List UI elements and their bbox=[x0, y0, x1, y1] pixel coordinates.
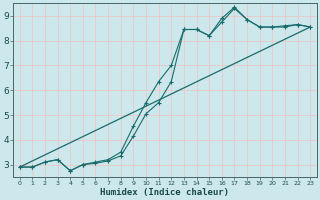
X-axis label: Humidex (Indice chaleur): Humidex (Indice chaleur) bbox=[100, 188, 229, 197]
